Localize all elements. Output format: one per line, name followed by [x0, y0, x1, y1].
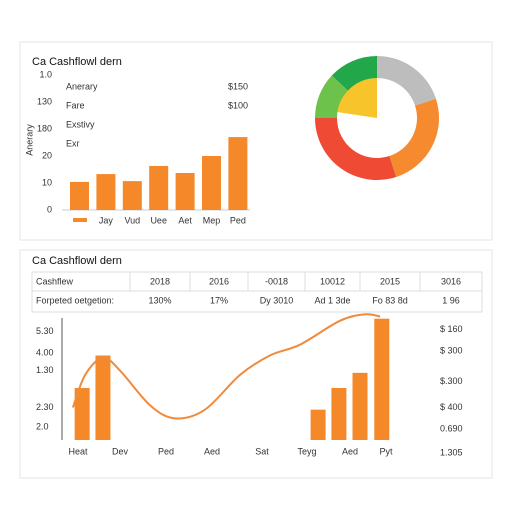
- legend-label: Exstivy: [66, 119, 95, 129]
- table-cell: 17%: [210, 295, 228, 305]
- bar: [74, 388, 90, 440]
- x-tick-label: Mep: [203, 215, 221, 225]
- y2-tick-label: $ 300: [440, 346, 463, 356]
- donut-segment: [377, 56, 436, 106]
- table-cell: Ad 1 3de: [314, 295, 350, 305]
- y-tick-label: 5.30: [36, 326, 54, 336]
- bar: [352, 372, 368, 440]
- bottom-title: Ca Cashflowl dern: [32, 255, 122, 267]
- x-tick-label: Aet: [178, 215, 192, 225]
- table-cell: Dy 3010: [260, 295, 294, 305]
- legend-label: Fare: [66, 100, 85, 110]
- bar: [175, 173, 195, 210]
- x-tick-label: Dev: [112, 446, 129, 456]
- y-axis-label: Anerary: [24, 124, 34, 156]
- y2-tick-label: $.300: [440, 376, 463, 386]
- y2-tick-label: 0.690: [440, 424, 463, 434]
- x-tick-label: Ped: [158, 446, 174, 456]
- y2-tick-label: 1.305: [440, 447, 463, 457]
- table-header: 3016: [441, 276, 461, 286]
- bar: [374, 318, 390, 440]
- bar: [310, 409, 326, 440]
- bar: [149, 165, 169, 210]
- table-header: 2015: [380, 276, 400, 286]
- bar: [228, 137, 248, 210]
- bar: [95, 355, 111, 440]
- table-header: 10012: [320, 276, 345, 286]
- table-border: [31, 271, 483, 313]
- x-tick-label: Heat: [68, 446, 88, 456]
- y2-tick-label: $ 160: [440, 324, 463, 334]
- table-header: 2018: [150, 276, 170, 286]
- y-tick-label: 10: [42, 177, 52, 187]
- x-tick-label: Pyt: [379, 446, 393, 456]
- bar: [96, 174, 116, 210]
- y-tick-label: 180: [37, 123, 52, 133]
- line: [71, 313, 381, 420]
- bar: [202, 156, 221, 210]
- x-tick-label: Vud: [124, 215, 140, 225]
- legend-amount: $100: [228, 100, 248, 110]
- table-header: -0018: [265, 276, 288, 286]
- top-title: Ca Cashflowl dern: [32, 56, 122, 68]
- y-tick-label: 130: [37, 96, 52, 106]
- donut-segment: [331, 56, 377, 91]
- y-tick-label: 2.0: [36, 421, 49, 431]
- bar: [70, 181, 89, 210]
- y-tick-label: 1.0: [39, 69, 52, 79]
- y-tick-label: 1.30: [36, 365, 54, 375]
- legend-label: Exr: [66, 138, 80, 148]
- y2-tick-label: $ 400: [440, 402, 463, 412]
- legend-swatch: [73, 218, 87, 222]
- x-tick-label: Uee: [150, 215, 167, 225]
- x-tick-label: Aed: [342, 446, 358, 456]
- x-tick-label: Jay: [99, 215, 114, 225]
- legend-amount: $150: [228, 81, 248, 91]
- table-header: Cashflew: [36, 276, 74, 286]
- table-cell: Fo 83 8d: [372, 295, 408, 305]
- donut-segment: [315, 75, 348, 118]
- x-tick-label: Aed: [204, 446, 220, 456]
- donut-segment: [315, 118, 397, 180]
- y-tick-label: 20: [42, 150, 52, 160]
- y-tick-label: 2.30: [36, 402, 54, 412]
- table-cell: 1 96: [442, 295, 460, 305]
- bar: [331, 388, 347, 440]
- x-tick-label: Sat: [255, 446, 269, 456]
- y-tick-label: 0: [47, 204, 52, 214]
- donut-inner: [337, 77, 377, 118]
- x-tick-label: Teyg: [297, 446, 316, 456]
- donut-segment: [389, 98, 439, 177]
- table-cell: Forpeted oetgetion:: [36, 295, 114, 305]
- x-tick-label: Ped: [230, 215, 246, 225]
- y-tick-label: 4.00: [36, 348, 54, 358]
- table-header: 2016: [209, 276, 229, 286]
- legend-label: Anerary: [66, 81, 98, 91]
- bar: [122, 181, 142, 210]
- table-cell: 130%: [148, 295, 171, 305]
